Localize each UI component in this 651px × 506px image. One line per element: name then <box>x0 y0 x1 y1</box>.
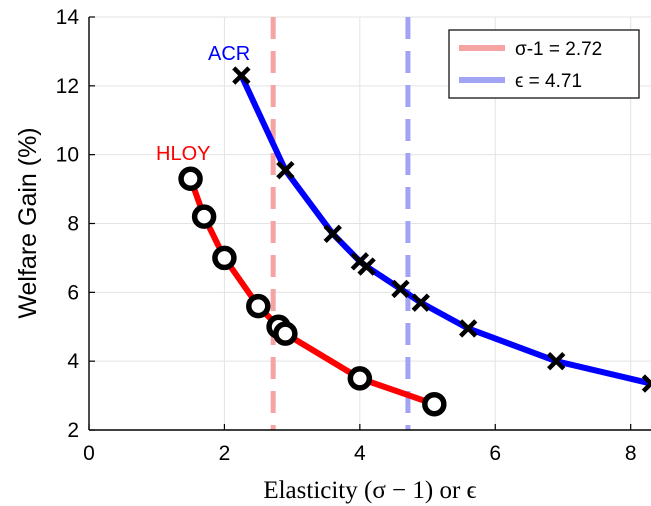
axes <box>88 16 651 431</box>
data-point-acr <box>357 257 376 276</box>
x-tick-label: 8 <box>625 442 637 465</box>
series-label-hloy: HLOY <box>156 143 210 165</box>
x-tick-label: 6 <box>489 442 501 465</box>
data-point-acr <box>276 160 295 180</box>
data-point-hloy <box>212 245 237 271</box>
data-point-acr <box>232 66 251 85</box>
y-axis-title: Welfare Gain (%) <box>14 127 42 318</box>
legend: σ-1 = 2.72 ϵ = 4.71 <box>448 29 640 99</box>
data-point-acr <box>547 351 566 371</box>
series-label-acr: ACR <box>208 43 250 65</box>
data-point-acr <box>391 279 410 299</box>
data-point-hloy <box>273 321 298 346</box>
x-tick-label: 0 <box>83 442 95 465</box>
series-line-acr <box>238 72 651 387</box>
series-layer <box>178 66 651 417</box>
data-point-hloy <box>347 366 373 391</box>
x-tick-label: 4 <box>354 442 366 465</box>
y-tick-label: 2 <box>67 419 79 442</box>
reference-lines <box>270 17 411 430</box>
legend-label-epsilon: ϵ = 4.71 <box>515 71 582 92</box>
y-tick-label: 4 <box>67 350 79 373</box>
y-tick-label: 10 <box>56 144 79 167</box>
data-point-hloy <box>191 204 217 229</box>
legend-box <box>448 29 640 99</box>
data-point-acr <box>458 319 478 338</box>
data-point-acr <box>411 293 430 312</box>
data-point-hloy <box>178 166 203 192</box>
y-tick-label: 6 <box>67 281 79 304</box>
data-point-acr <box>641 374 651 393</box>
legend-label-sigma: σ-1 = 2.72 <box>515 39 602 60</box>
data-point-acr <box>323 224 342 244</box>
x-tick-label: 2 <box>219 442 231 465</box>
y-tick-label: 14 <box>56 6 80 29</box>
data-point-hloy <box>422 391 447 417</box>
y-tick-label: 8 <box>67 213 79 236</box>
x-axis-title: Elasticity (σ − 1) or ϵ <box>263 477 476 504</box>
data-point-hloy <box>246 293 271 319</box>
y-tick-label: 12 <box>56 75 79 98</box>
